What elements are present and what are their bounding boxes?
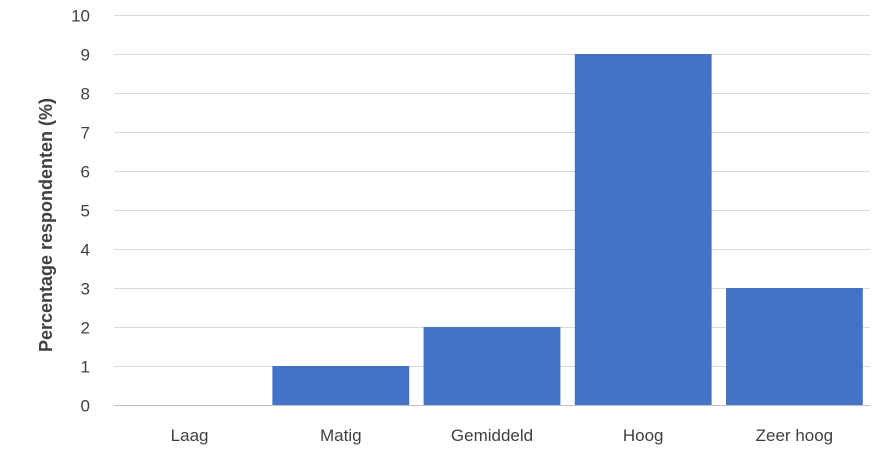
x-tick-label: Laag <box>171 426 209 445</box>
gridlines <box>114 15 870 406</box>
y-tick-label: 2 <box>81 319 90 338</box>
y-tick-label: 8 <box>81 85 90 104</box>
y-tick-label: 0 <box>81 397 90 416</box>
y-tick-label: 1 <box>81 358 90 377</box>
y-axis-title: Percentage respondenten (%) <box>36 98 56 352</box>
bar-gemiddeld <box>423 327 561 405</box>
y-tick-label: 9 <box>81 46 90 65</box>
y-axis-tick-labels: 0 1 2 3 4 5 6 7 8 9 10 <box>71 7 90 416</box>
bar-hoog <box>574 54 712 405</box>
bar-matig <box>272 366 410 405</box>
bars <box>114 54 870 406</box>
x-tick-label: Hoog <box>623 426 664 445</box>
y-tick-label: 7 <box>81 124 90 143</box>
y-tick-label: 5 <box>81 202 90 221</box>
x-axis-tick-labels: Laag Matig Gemiddeld Hoog Zeer hoog <box>171 426 833 445</box>
y-tick-label: 6 <box>81 163 90 182</box>
y-tick-label: 4 <box>81 241 90 260</box>
bar-zeer-hoog <box>725 288 863 405</box>
y-tick-label: 3 <box>81 280 90 299</box>
y-tick-label: 10 <box>71 7 90 26</box>
x-tick-label: Gemiddeld <box>451 426 533 445</box>
x-tick-label: Matig <box>320 426 362 445</box>
x-tick-label: Zeer hoog <box>756 426 834 445</box>
